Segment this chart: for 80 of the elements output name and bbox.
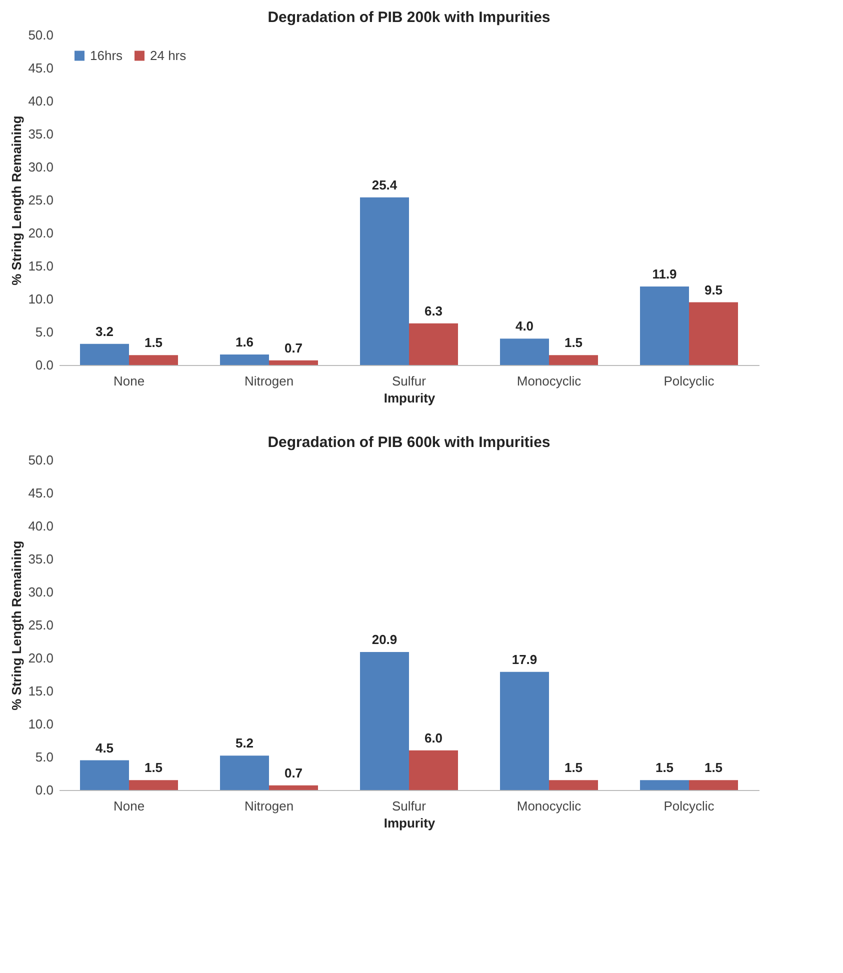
y-tick-label: 10.0 [28,292,54,306]
bar [640,780,689,790]
data-label: 6.3 [424,303,443,318]
x-tick-label: Nitrogen [244,374,294,388]
bar [220,756,269,790]
x-tick-label: Nitrogen [244,798,294,814]
x-tick-label: Polcyclic [664,798,715,814]
bar [640,286,689,365]
bar [689,302,738,365]
bar [220,354,269,365]
bar [129,355,178,365]
data-label: 1.5 [655,760,674,776]
y-tick-label: 25.0 [28,618,54,632]
x-tick-label: Sulfur [392,798,427,814]
x-tick-label: Polcyclic [664,374,715,388]
legend-label: 16hrs [90,48,124,63]
data-label: 11.9 [652,266,677,282]
bar [360,652,409,790]
data-label: 1.6 [235,334,254,350]
y-tick-label: 20.0 [28,650,54,666]
bar [360,197,409,365]
y-tick-label: 50.0 [28,28,54,42]
y-tick-label: 45.0 [28,60,54,76]
bar [269,785,318,790]
data-label: 9.5 [704,282,723,298]
bar [80,344,129,365]
bar [500,338,549,365]
x-tick-label: Sulfur [392,374,427,388]
data-label: 1.5 [144,760,163,776]
chart-title: Degradation of PIB 600k with Impurities [268,434,550,451]
y-tick-label: 5.0 [35,750,54,764]
bar [549,780,598,790]
data-label: 1.5 [564,335,583,350]
data-label: 4.0 [515,318,534,334]
x-tick-label: None [113,374,145,388]
y-tick-label: 40.0 [28,94,54,108]
legend-label: 24 hrs [150,48,187,63]
y-tick-label: 15.0 [28,258,54,274]
bar [409,750,458,790]
data-label: 1.5 [564,760,583,776]
y-tick-label: 20.0 [28,226,54,240]
bar [500,672,549,790]
bar [80,760,129,790]
y-tick-label: 25.0 [28,192,54,208]
y-tick-label: 5.0 [35,324,54,340]
data-label: 0.7 [284,340,303,356]
data-label: 4.5 [95,740,114,756]
y-tick-label: 35.0 [28,552,54,566]
y-axis-title: % String Length Remaining [9,116,24,286]
data-label: 3.2 [95,324,114,339]
bar [129,780,178,790]
x-axis-title: Impurity [384,390,436,406]
y-tick-label: 50.0 [28,452,54,468]
y-tick-label: 10.0 [28,716,54,732]
data-label: 5.2 [235,736,254,751]
data-label: 0.7 [284,765,303,780]
y-tick-label: 0.0 [35,358,54,372]
data-label: 6.0 [424,730,443,746]
data-label: 1.5 [144,335,163,350]
data-label: 17.9 [512,652,538,667]
y-tick-label: 15.0 [28,684,54,698]
bar [269,360,318,365]
bar [689,780,738,790]
data-label: 25.4 [372,177,398,192]
bar [409,323,458,365]
y-axis-title: % String Length Remaining [9,540,24,710]
chart-title: Degradation of PIB 200k with Impurities [268,9,550,26]
x-tick-label: Monocyclic [516,798,582,814]
bar [549,355,598,365]
y-tick-label: 30.0 [28,584,54,600]
y-tick-label: 35.0 [28,126,54,142]
x-tick-label: None [113,798,145,814]
y-tick-label: 45.0 [28,486,54,500]
y-tick-label: 30.0 [28,160,54,174]
x-tick-label: Monocyclic [516,374,582,388]
y-tick-label: 0.0 [35,782,54,798]
y-tick-label: 40.0 [28,518,54,534]
data-label: 20.9 [372,632,398,648]
x-axis-title: Impurity [384,816,436,830]
data-label: 1.5 [704,760,723,776]
